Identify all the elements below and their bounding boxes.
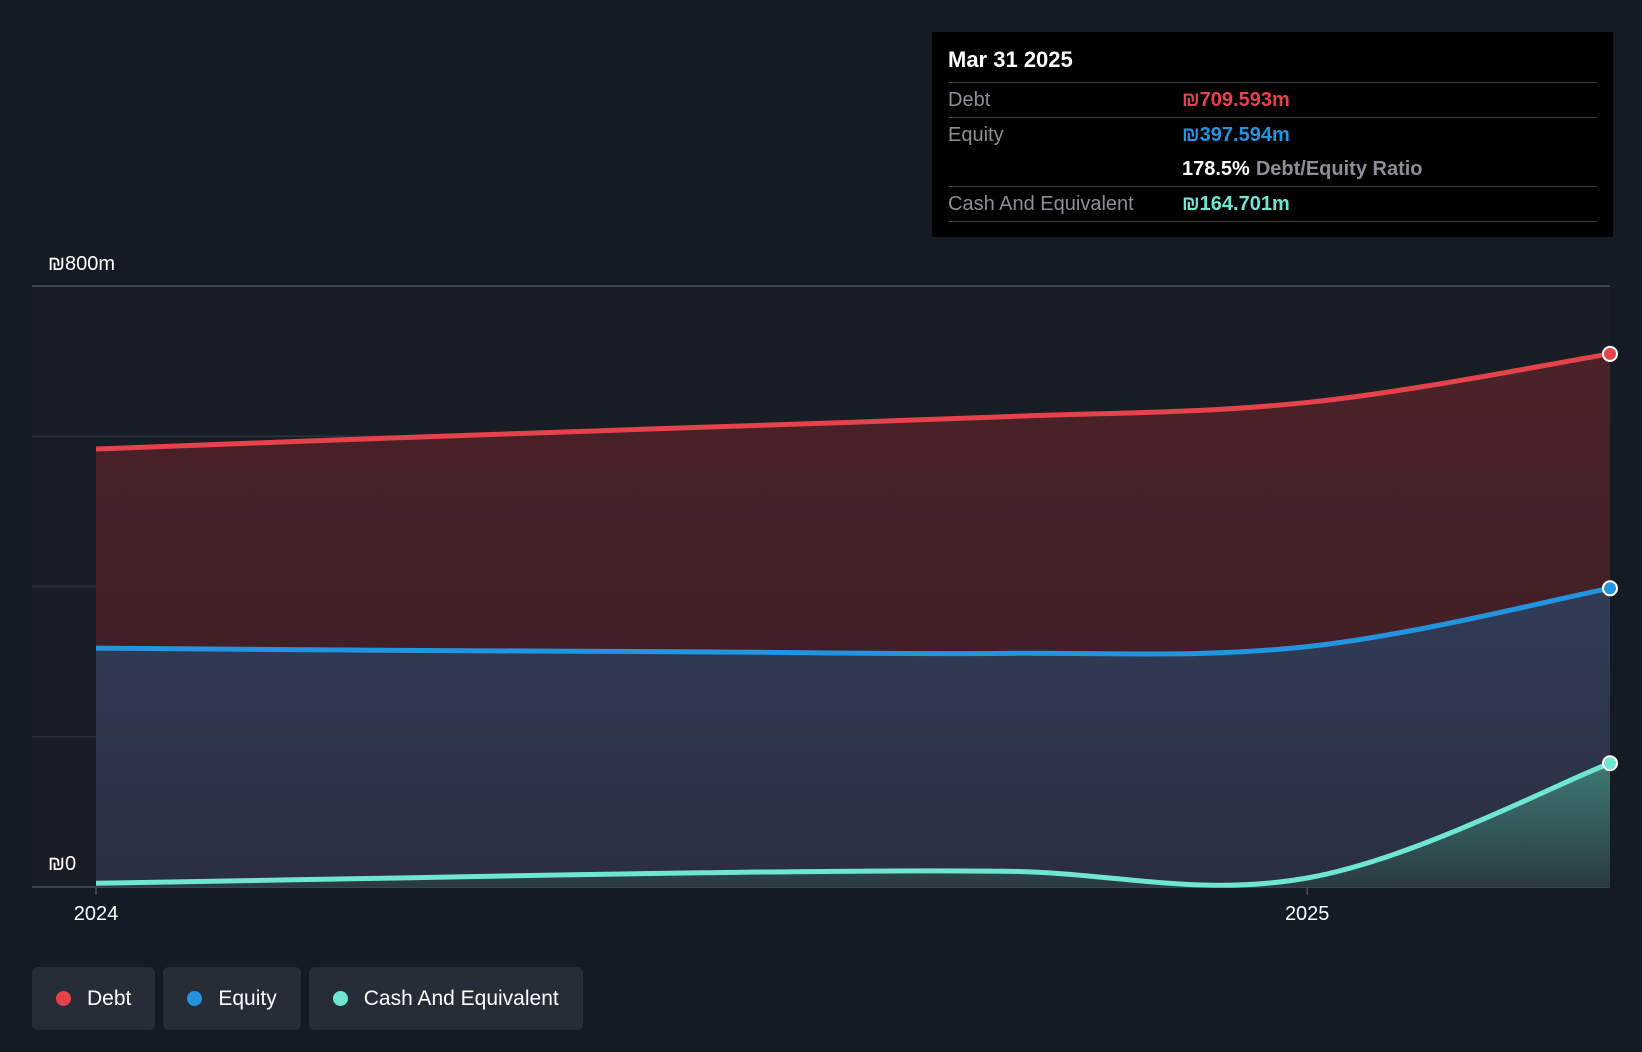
tooltip-equity-row: Equity ₪397.594m — [948, 118, 1597, 152]
tooltip-ratio-value: 178.5% — [1182, 157, 1250, 180]
tooltip-cash-row: Cash And Equivalent ₪164.701m — [948, 187, 1597, 222]
tooltip-ratio-label: Debt/Equity Ratio — [1255, 157, 1423, 180]
equity-endpoint-marker — [1602, 580, 1618, 597]
x-tick-label: 2024 — [74, 903, 119, 925]
legend-item-cash[interactable]: Cash And Equivalent — [308, 967, 583, 1030]
legend-label-debt: Debt — [87, 986, 132, 1010]
y-tick-label-max: ₪800m — [48, 253, 115, 275]
legend-item-debt[interactable]: Debt — [32, 967, 156, 1030]
debt-endpoint-marker — [1602, 345, 1618, 362]
cash-endpoint-marker — [1602, 755, 1618, 772]
tooltip-debt-row: Debt ₪709.593m — [948, 83, 1597, 118]
tooltip-debt-value: ₪709.593m — [1182, 88, 1290, 111]
debt-dot-icon — [56, 991, 71, 1006]
tooltip-cash-value: ₪164.701m — [1182, 192, 1290, 215]
y-tick-label-min: ₪0 — [48, 853, 76, 875]
cash-dot-icon — [332, 991, 348, 1006]
x-tick-label: 2025 — [1285, 903, 1330, 925]
tooltip-cash-label: Cash And Equivalent — [948, 192, 1134, 215]
tooltip-ratio-row: 178.5% Debt/Equity Ratio — [948, 152, 1597, 187]
cash-area — [96, 763, 1610, 887]
legend: Debt Equity Cash And Equivalent — [32, 967, 583, 1030]
legend-item-equity[interactable]: Equity — [163, 967, 301, 1030]
equity-line — [95, 585, 1611, 657]
cash-line — [95, 760, 1611, 888]
tooltip-date: Mar 31 2025 — [948, 46, 1597, 83]
tooltip: Mar 31 2025 Debt ₪709.593m Equity ₪397.5… — [932, 32, 1613, 237]
tooltip-equity-value: ₪397.594m — [1182, 123, 1290, 146]
legend-label-cash: Cash And Equivalent — [363, 986, 559, 1010]
equity-area — [96, 588, 1610, 887]
legend-label-equity: Equity — [218, 986, 277, 1010]
tooltip-equity-label: Equity — [948, 123, 1004, 146]
tooltip-debt-label: Debt — [948, 88, 991, 111]
debt-line — [95, 351, 1611, 452]
equity-dot-icon — [187, 991, 203, 1006]
